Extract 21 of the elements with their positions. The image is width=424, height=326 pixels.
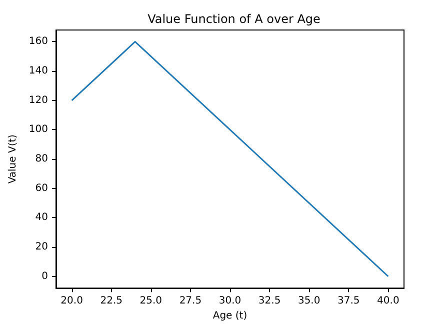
y-axis-title: Value V(t) [8,134,18,184]
y-tick-label: 160 [28,36,48,48]
y-tick-label: 60 [35,182,48,194]
y-tick-label: 40 [35,212,48,224]
x-tick-label: 27.5 [179,296,202,307]
chart-title: Value Function of A over Age [148,12,320,26]
x-tick-label: 20.0 [60,296,83,307]
x-tick-label: 40.0 [377,296,400,307]
x-tick-label: 30.0 [218,296,242,307]
y-tick-label: 140 [28,66,48,77]
y-tick-label: 120 [28,94,48,106]
x-tick-label: 25.0 [140,296,162,307]
x-tick-label: 35.0 [298,296,320,307]
x-tick-label: 37.5 [338,296,360,307]
y-tick-label: 80 [35,154,48,165]
x-tick-label: 22.5 [100,296,122,307]
y-tick-label: 100 [28,124,48,136]
x-tick-label: 32.5 [258,296,281,307]
y-tick-label: 0 [42,270,48,282]
y-tick-label: 20 [35,242,48,253]
x-axis-title: Age (t) [212,310,248,322]
